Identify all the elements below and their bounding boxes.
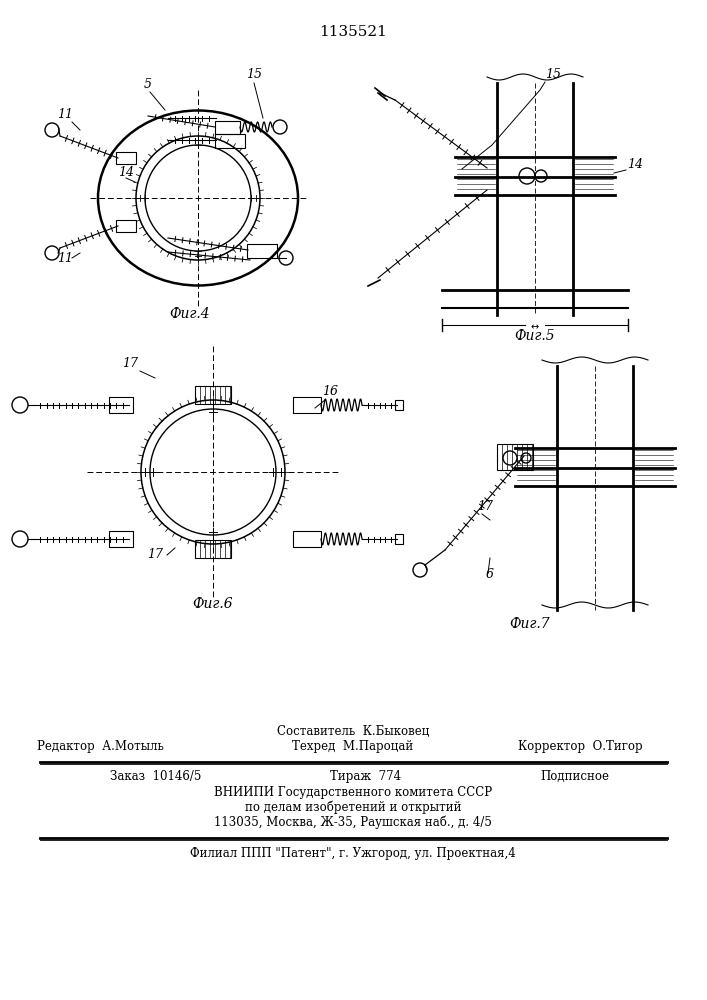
Bar (109, 397, 133, 413)
Text: 17: 17 (122, 357, 138, 370)
Text: 15: 15 (246, 68, 262, 81)
Text: по делам изобретений и открытий: по делам изобретений и открытий (245, 800, 461, 814)
Bar (215, 121, 240, 134)
Text: 1135521: 1135521 (319, 25, 387, 39)
Text: 15: 15 (545, 68, 561, 81)
Bar (293, 397, 321, 413)
Text: Филиал ППП "Патент", г. Ужгород, ул. Проектная,4: Филиал ППП "Патент", г. Ужгород, ул. Про… (190, 847, 516, 860)
Bar (497, 444, 533, 470)
Text: Редактор  А.Мотыль: Редактор А.Мотыль (37, 740, 163, 753)
Text: 14: 14 (118, 166, 134, 179)
Text: Техред  М.Пароцай: Техред М.Пароцай (293, 740, 414, 753)
Text: 11: 11 (57, 108, 73, 121)
Bar (116, 152, 136, 164)
Text: 17: 17 (477, 500, 493, 513)
Bar (195, 540, 231, 558)
Text: 113035, Москва, Ж-35, Раушская наб., д. 4/5: 113035, Москва, Ж-35, Раушская наб., д. … (214, 816, 492, 829)
Text: Фиг.4: Фиг.4 (170, 307, 210, 321)
Text: Подписное: Подписное (540, 770, 609, 783)
Text: 17: 17 (147, 548, 163, 561)
Bar (247, 244, 277, 258)
Text: Корректор  О.Тигор: Корректор О.Тигор (518, 740, 643, 753)
Text: Фиг.6: Фиг.6 (193, 597, 233, 611)
Text: Фиг.7: Фиг.7 (510, 617, 550, 631)
Bar (109, 531, 133, 547)
Text: 6: 6 (486, 568, 494, 581)
Bar (116, 220, 136, 232)
Text: ВНИИПИ Государственного комитета СССР: ВНИИПИ Государственного комитета СССР (214, 786, 492, 799)
Bar (215, 134, 245, 148)
Text: 14: 14 (627, 158, 643, 171)
Bar (395, 400, 403, 410)
Text: 16: 16 (322, 385, 338, 398)
Bar (395, 534, 403, 544)
Bar (293, 531, 321, 547)
Text: ↔: ↔ (531, 322, 539, 332)
Text: Тираж  774: Тираж 774 (330, 770, 401, 783)
Bar (195, 386, 231, 404)
Text: Фиг.5: Фиг.5 (515, 329, 555, 343)
Text: 5: 5 (144, 78, 152, 91)
Text: Составитель  К.Быковец: Составитель К.Быковец (277, 725, 429, 738)
Text: Заказ  10146/5: Заказ 10146/5 (110, 770, 201, 783)
Text: 11: 11 (57, 252, 73, 265)
